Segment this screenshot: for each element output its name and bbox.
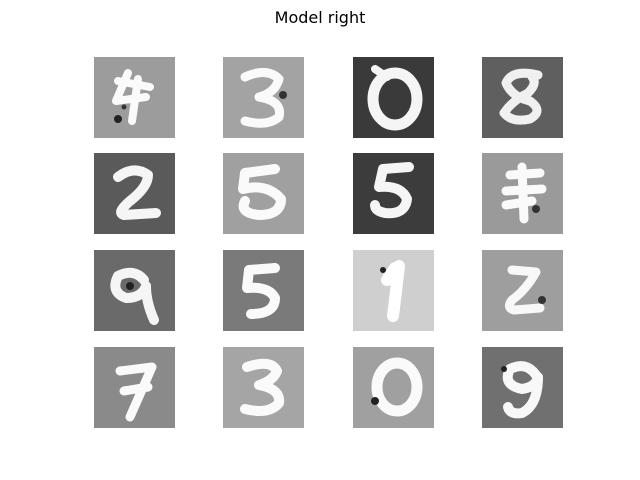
digit-image-5 xyxy=(223,153,304,234)
digit-tile-16 xyxy=(482,347,563,428)
digit-tile-6 xyxy=(223,153,304,234)
digit-image-0 xyxy=(353,57,434,138)
digit-tile-1 xyxy=(94,57,175,138)
digit-image-9 xyxy=(482,347,563,428)
digit-tile-10 xyxy=(223,250,304,331)
digit-image-5 xyxy=(353,153,434,234)
digit-tile-3 xyxy=(353,57,434,138)
digit-image-9 xyxy=(94,250,175,331)
digit-image-8 xyxy=(482,57,563,138)
figure-title: Model right xyxy=(274,8,366,27)
digit-tile-15 xyxy=(353,347,434,428)
digit-image-7 xyxy=(94,347,175,428)
digit-tile-7 xyxy=(353,153,434,234)
digit-image-2 xyxy=(482,250,563,331)
digit-image-1 xyxy=(353,250,434,331)
digit-tile-4 xyxy=(482,57,563,138)
digit-tile-2 xyxy=(223,57,304,138)
digit-tile-8 xyxy=(482,153,563,234)
digit-image-3 xyxy=(223,347,304,428)
digit-image-2 xyxy=(94,153,175,234)
digit-tile-11 xyxy=(353,250,434,331)
digit-tile-9 xyxy=(94,250,175,331)
digit-image-5 xyxy=(223,250,304,331)
digit-image-4 xyxy=(482,153,563,234)
digit-image-3 xyxy=(223,57,304,138)
digit-tile-5 xyxy=(94,153,175,234)
digit-tile-14 xyxy=(223,347,304,428)
digit-tile-12 xyxy=(482,250,563,331)
digit-image-0 xyxy=(353,347,434,428)
digit-image-4 xyxy=(94,57,175,138)
digit-tile-13 xyxy=(94,347,175,428)
